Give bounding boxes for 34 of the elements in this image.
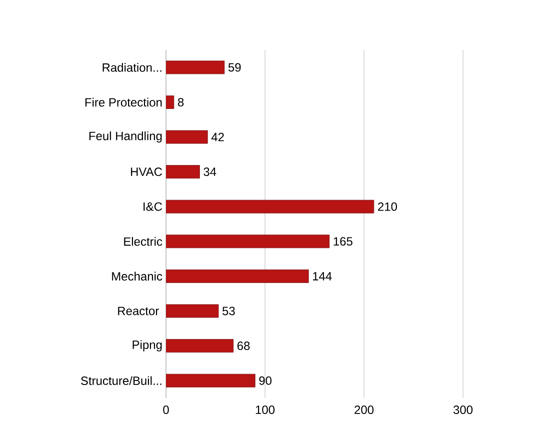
y-tick-label: Radiation... bbox=[102, 62, 162, 72]
y-tick-label: Mechanic bbox=[112, 272, 162, 281]
y-tick-label: Fire Protection bbox=[85, 98, 162, 107]
data-label: 90 bbox=[259, 376, 272, 385]
y-tick-label: Electric bbox=[124, 237, 162, 246]
bar bbox=[166, 234, 330, 248]
data-label: 165 bbox=[334, 237, 352, 246]
data-label: 42 bbox=[211, 132, 224, 142]
bar bbox=[166, 339, 234, 353]
bar bbox=[166, 304, 219, 318]
y-tick-label: I&C bbox=[144, 202, 162, 211]
data-label: 8 bbox=[178, 98, 184, 106]
x-tick-label: 100 bbox=[256, 406, 275, 414]
bar bbox=[166, 200, 374, 214]
bar bbox=[166, 60, 225, 74]
x-tick-label: 300 bbox=[453, 406, 473, 414]
data-label: 59 bbox=[228, 63, 241, 72]
data-label: 144 bbox=[313, 272, 332, 280]
bar bbox=[166, 165, 200, 178]
bar bbox=[166, 130, 208, 144]
data-label: 210 bbox=[378, 202, 397, 211]
data-label: 68 bbox=[237, 342, 250, 350]
y-tick-label: Feul Handling bbox=[89, 131, 162, 143]
x-tick-label: 0 bbox=[163, 406, 169, 414]
data-label: 53 bbox=[222, 306, 235, 316]
y-tick-label: Structure/Buil... bbox=[80, 376, 162, 385]
bar bbox=[166, 95, 174, 109]
y-tick-label: HVAC bbox=[131, 168, 162, 176]
bar bbox=[166, 374, 256, 388]
x-tick-label: 200 bbox=[354, 406, 374, 414]
y-tick-label: Pipng bbox=[132, 340, 162, 352]
data-label: 34 bbox=[204, 168, 216, 176]
bar bbox=[166, 270, 309, 283]
y-tick-label: Reactor bbox=[118, 306, 159, 316]
